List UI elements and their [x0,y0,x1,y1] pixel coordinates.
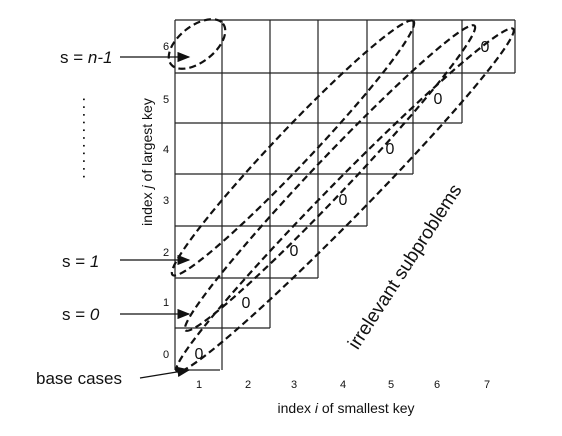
vertical-ellipsis: ........... [79,97,98,182]
label-s-1: s = 1 [62,252,99,271]
row-label-3: 3 [163,195,169,207]
grid-lines [174,19,516,371]
diagonal-values: 0 0 0 0 0 0 0 [195,39,490,363]
irrelevant-subproblems-label: irrelevant subproblems [344,181,466,354]
arrows [120,51,191,379]
label-base-cases: base cases [36,369,122,388]
col-label-3: 3 [291,379,297,391]
col-label-1: 1 [196,379,202,391]
row-labels: 0 1 2 3 4 5 6 [163,41,169,361]
col-label-2: 2 [245,379,251,391]
col-label-5: 5 [388,379,394,391]
row-label-1: 1 [163,297,169,309]
row-label-6: 6 [163,41,169,53]
row-label-4: 4 [163,144,169,156]
arrow-base-cases [139,366,191,379]
dp-grid [174,19,516,371]
cell-value-4: 0 [386,141,395,158]
row-label-2: 2 [163,247,169,259]
ellipse-s-0 [183,24,477,332]
label-s-0: s = 0 [62,305,100,324]
label-s-n-minus-1: s = n-1 [60,48,112,67]
row-label-0: 0 [163,349,169,361]
cell-value-6: 0 [481,39,490,56]
col-label-6: 6 [434,379,440,391]
cell-value-3: 0 [339,192,348,209]
cell-value-5: 0 [434,91,443,108]
cell-value-0: 0 [195,346,204,363]
column-labels: 1 2 3 4 5 6 7 [196,379,490,391]
cell-value-2: 0 [290,243,299,260]
cell-value-1: 0 [242,295,251,312]
x-axis-title: index i of smallest key [278,400,415,416]
row-label-5: 5 [163,94,169,106]
y-axis-title: index j of largest key [139,98,155,226]
col-label-7: 7 [484,379,490,391]
col-label-4: 4 [340,379,346,391]
